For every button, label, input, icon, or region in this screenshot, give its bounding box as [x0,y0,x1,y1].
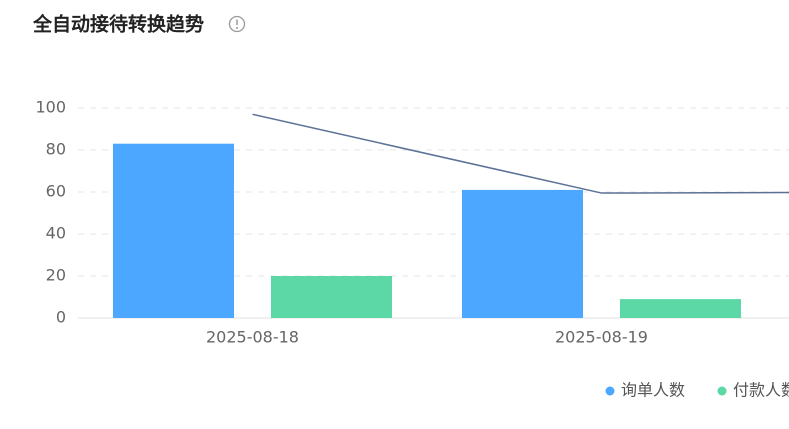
legend-label: 付款人数 [733,381,789,400]
bar [113,143,234,318]
x-tick-label: 2025-08-18 [206,328,299,347]
line [252,113,789,194]
bar [271,276,392,318]
legend-marker [717,386,727,396]
legend-label: 询单人数 [621,381,685,400]
y-tick-label: 20 [46,266,66,285]
y-tick-label: 80 [46,140,66,159]
bar [620,299,741,318]
y-tick-label: 60 [46,182,66,201]
x-tick-label: 2025-08-19 [555,328,648,347]
chart-title: 全自动接待转换趋势 [32,13,204,36]
legend-marker [605,386,615,396]
info-icon[interactable] [228,15,246,33]
y-tick-label: 40 [46,224,66,243]
y-tick-label: 100 [35,98,66,117]
y-tick-label: 0 [56,308,66,327]
bar [462,189,583,318]
